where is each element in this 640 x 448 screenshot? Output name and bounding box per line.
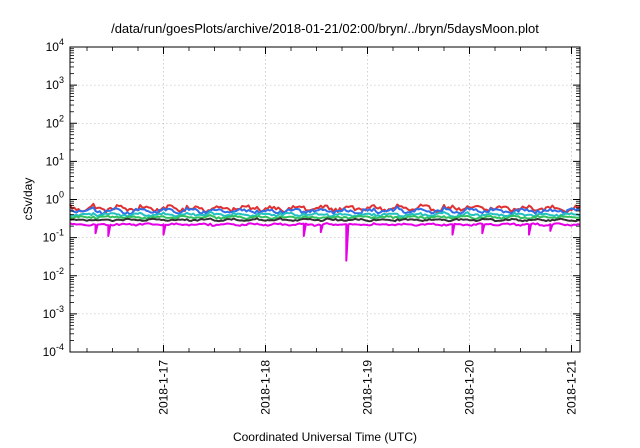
y-tick-label: 101: [46, 151, 64, 168]
y-axis-label: cSv/day: [21, 178, 35, 221]
series-line-3: [69, 214, 580, 220]
x-axis-label: Coordinated Universal Time (UTC): [233, 430, 417, 444]
y-tick-label: 10-1: [43, 228, 64, 245]
y-tick-label: 10-4: [43, 342, 64, 359]
y-tick-label: 10-2: [43, 266, 64, 283]
x-tick-label: 2018-1-17: [157, 360, 171, 415]
series-layer: [69, 202, 581, 262]
y-tick-label: 104: [46, 37, 64, 54]
x-tick-label: 2018-1-20: [463, 360, 477, 415]
y-tick-label: 102: [46, 113, 64, 130]
x-tick-label: 2018-1-21: [565, 360, 579, 415]
x-axis: 2018-1-17 2018-1-18 2018-1-19 2018-1-20 2018…: [86, 47, 579, 415]
y-axis: 10-4 10-3 10-2 10-1 100 101 102 103 104: [43, 37, 580, 359]
series-line-5: [69, 222, 581, 262]
y-tick-label: 10-3: [43, 304, 64, 321]
series-line-1: [69, 205, 581, 216]
series-line-2: [69, 210, 581, 218]
x-tick-label: 2018-1-18: [259, 360, 273, 415]
series-line-4: [69, 217, 581, 223]
x-tick-label: 2018-1-19: [361, 360, 375, 415]
y-tick-label: 103: [46, 75, 64, 92]
grid: [70, 47, 580, 352]
y-tick-label: 100: [46, 190, 64, 207]
chart-title: /data/run/goesPlots/archive/2018-01-21/0…: [111, 21, 539, 36]
